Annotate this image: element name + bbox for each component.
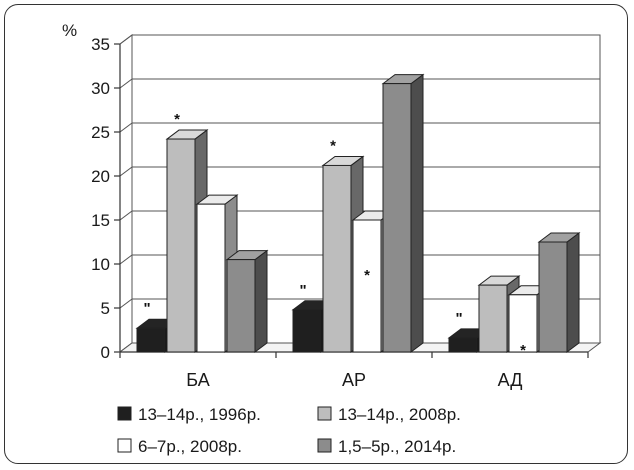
bar-АД-4-side [566, 232, 580, 353]
bar-АР-1-front [292, 309, 322, 353]
gridline-side-5 [119, 298, 133, 309]
y-tick-label: 30 [91, 79, 110, 98]
bar-БА-4-front [226, 259, 256, 353]
significance-mark: " [143, 300, 150, 317]
y-tick-label: 0 [101, 343, 110, 362]
y-tick-label: 15 [91, 211, 110, 230]
plot-side-wall [119, 34, 133, 353]
x-category-label: АР [342, 370, 366, 390]
y-tick-label: 25 [91, 123, 110, 142]
legend-label: 13–14р., 1996р. [138, 405, 261, 424]
x-category-label: БА [186, 370, 209, 390]
bar-БА-2-front [166, 138, 196, 353]
bar-БА-3-front [196, 203, 226, 353]
bar-АР-4-side [410, 73, 424, 353]
legend-swatch [317, 406, 332, 421]
y-tick-label: 20 [91, 167, 110, 186]
significance-mark: * [520, 342, 526, 359]
bar-БА-4-side [254, 249, 268, 353]
gridline-side-15 [119, 210, 133, 221]
significance-mark: * [174, 111, 180, 128]
bar-АД-4-front [538, 241, 568, 353]
bar-АД-2-front [478, 284, 508, 353]
legend-label: 6–7р., 2008р. [138, 437, 242, 456]
significance-mark: * [330, 137, 336, 154]
bar-БА-1-front [136, 327, 166, 353]
bar-АД-1-front [448, 337, 478, 353]
significance-mark: * [364, 267, 370, 284]
legend-swatch [317, 438, 332, 453]
bar-АР-4-front [382, 83, 412, 353]
legend-label: 13–14р., 2008р. [338, 405, 461, 424]
y-tick-label: 5 [101, 299, 110, 318]
legend-label: 1,5–5р., 2014р. [338, 437, 456, 456]
significance-mark: " [299, 282, 306, 299]
legend-swatch [117, 438, 132, 453]
significance-mark: " [455, 310, 462, 327]
y-tick-label: 10 [91, 255, 110, 274]
gridline-side-30 [119, 78, 133, 89]
gridline-side-10 [119, 254, 133, 265]
y-unit-label: % [62, 21, 77, 40]
x-category-label: АД [498, 370, 523, 390]
bar-АД-3-front [508, 294, 538, 353]
bar-АР-3-front [352, 219, 382, 353]
bar-АР-2-front [322, 164, 352, 353]
gridline-side-20 [119, 166, 133, 177]
gridline-side-25 [119, 122, 133, 133]
legend-swatch [117, 406, 132, 421]
y-tick-label: 35 [91, 35, 110, 54]
